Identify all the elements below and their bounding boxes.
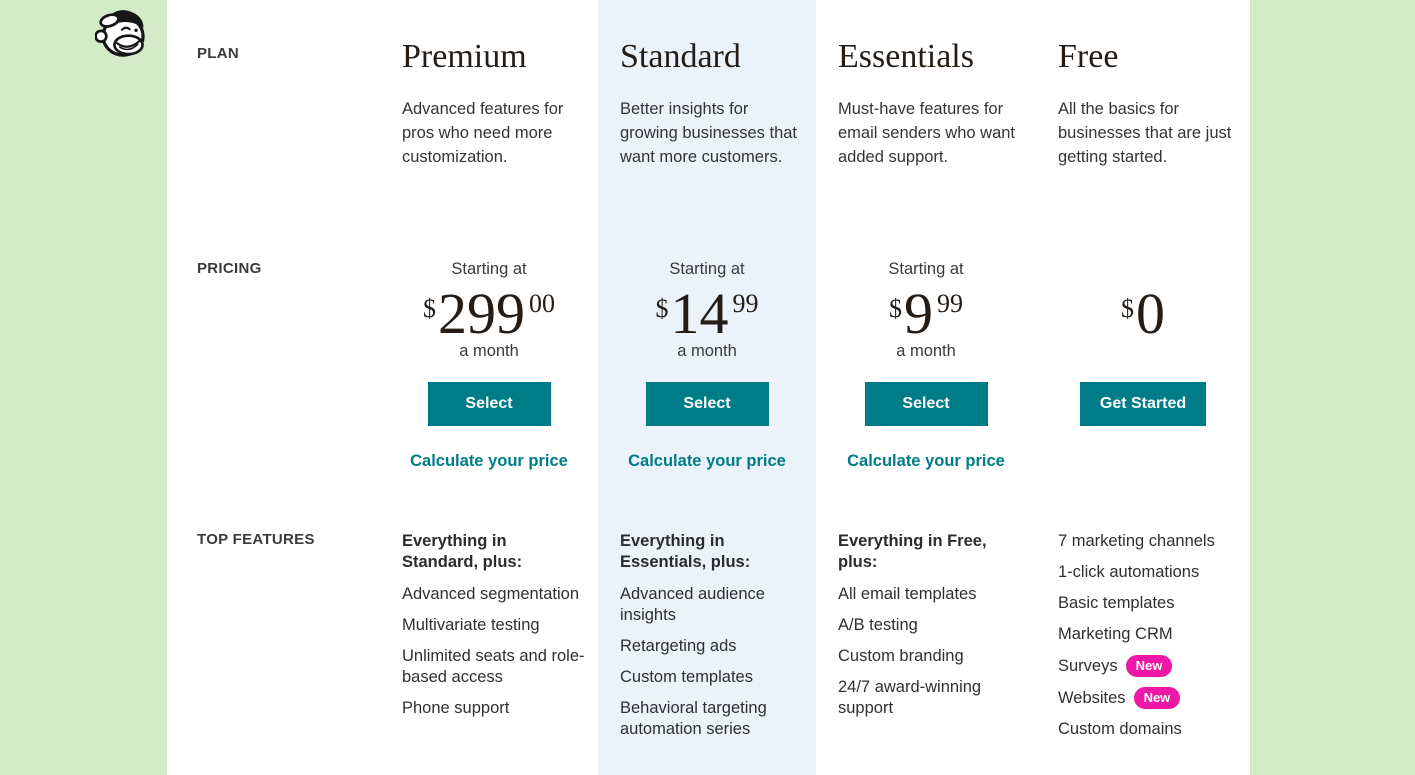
get-started-button-free[interactable]: Get Started [1079,382,1207,426]
currency-symbol: $ [655,294,669,323]
price-major: 0 [1136,281,1165,346]
pricing-essentials: Starting at $9 99 a month Select Calculat… [816,258,1036,529]
features-free: 7 marketing channels 1-click automations… [1036,529,1250,775]
features-intro: Everything in Essentials, plus: [620,532,751,571]
feature-label: Surveys [1058,657,1118,675]
starting-at-text: Starting at [888,260,964,278]
price-premium: $299 00 [380,281,598,346]
plan-header-essentials: Essentials Must-have features for email … [816,0,1036,258]
calculate-price-link-premium[interactable]: Calculate your price [410,452,568,470]
new-badge: New [1133,687,1181,709]
calculate-price-link-essentials[interactable]: Calculate your price [847,452,1005,470]
feature-item: Marketing CRM [1058,625,1173,643]
pricing-table: PLAN Premium Advanced features for pros … [167,0,1250,775]
plan-description-standard: Better insights for growing businesses t… [620,100,798,167]
price-period-text: a month [896,342,956,360]
plan-description-premium: Advanced features for pros who need more… [402,100,564,167]
feature-item: 24/7 award-winning support [838,678,982,717]
calculate-price-link-standard[interactable]: Calculate your price [628,452,786,470]
feature-item: Basic templates [1058,594,1175,612]
starting-at-text: Starting at [669,260,745,278]
feature-item: All email templates [838,585,977,603]
feature-item: Custom branding [838,647,964,665]
feature-item: Custom templates [620,668,753,686]
plan-description-free: All the basics for businesses that are j… [1058,100,1232,167]
mailchimp-freddie-logo[interactable] [95,6,149,60]
price-major: 14 [670,281,729,346]
plan-header-premium: Premium Advanced features for pros who n… [380,0,598,258]
feature-item: Phone support [402,699,510,717]
currency-symbol: $ [423,294,436,323]
price-free: $0 [1036,281,1250,346]
plan-title-essentials: Essentials [838,38,974,75]
row-label-plan: PLAN [197,45,240,62]
price-standard: $14 99 [598,281,816,346]
feature-item: A/B testing [838,616,918,634]
feature-item: Advanced segmentation [402,585,580,603]
pricing-premium: Starting at $299 00 a month Select Calcul… [380,258,598,529]
plan-title-free: Free [1058,38,1119,75]
price-minor: 99 [732,289,759,318]
price-period-text: a month [459,342,519,360]
plan-title-standard: Standard [620,38,741,75]
select-button-essentials[interactable]: Select [864,382,988,426]
feature-item: 1-click automations [1058,563,1200,581]
plan-title-premium: Premium [402,38,527,75]
plan-header-standard: Standard Better insights for growing bus… [598,0,816,258]
feature-item: 7 marketing channels [1058,532,1215,550]
feature-item: Multivariate testing [402,616,540,634]
plan-description-essentials: Must-have features for email senders who… [838,100,1016,167]
select-button-standard[interactable]: Select [645,382,769,426]
features-essentials: Everything in Free, plus: All email temp… [816,529,1036,775]
features-intro: Everything in Standard, plus: [402,532,523,571]
price-minor: 00 [529,289,555,318]
starting-at-text: Starting at [451,260,527,278]
price-major: 9 [904,281,933,346]
feature-item: Surveys New [1058,655,1250,677]
feature-item: Behavioral targeting automation series [620,699,767,738]
price-minor: 99 [937,289,963,318]
currency-symbol: $ [889,294,902,323]
pricing-standard: Starting at $14 99 a month Select Calcula… [598,258,816,529]
row-label-top-features: TOP FEATURES [197,531,315,548]
feature-item: Advanced audience insights [620,585,765,624]
pricing-free: $0 Get Started [1036,258,1250,529]
feature-item: Retargeting ads [620,637,737,655]
feature-item: Unlimited seats and role-based access [402,647,585,686]
new-badge: New [1125,655,1173,677]
plan-header-free: Free All the basics for businesses that … [1036,0,1250,258]
features-intro: Everything in Free, plus: [838,532,987,571]
row-label-pricing: PRICING [197,260,262,277]
feature-item: Websites New [1058,687,1250,709]
currency-symbol: $ [1121,294,1134,323]
price-period-text: a month [677,342,737,360]
feature-item: Custom domains [1058,720,1182,738]
feature-label: Websites [1058,689,1126,707]
features-standard: Everything in Essentials, plus: Advanced… [598,529,816,775]
features-premium: Everything in Standard, plus: Advanced s… [380,529,598,775]
price-major: 299 [438,281,525,346]
price-essentials: $9 99 [816,281,1036,346]
select-button-premium[interactable]: Select [427,382,551,426]
